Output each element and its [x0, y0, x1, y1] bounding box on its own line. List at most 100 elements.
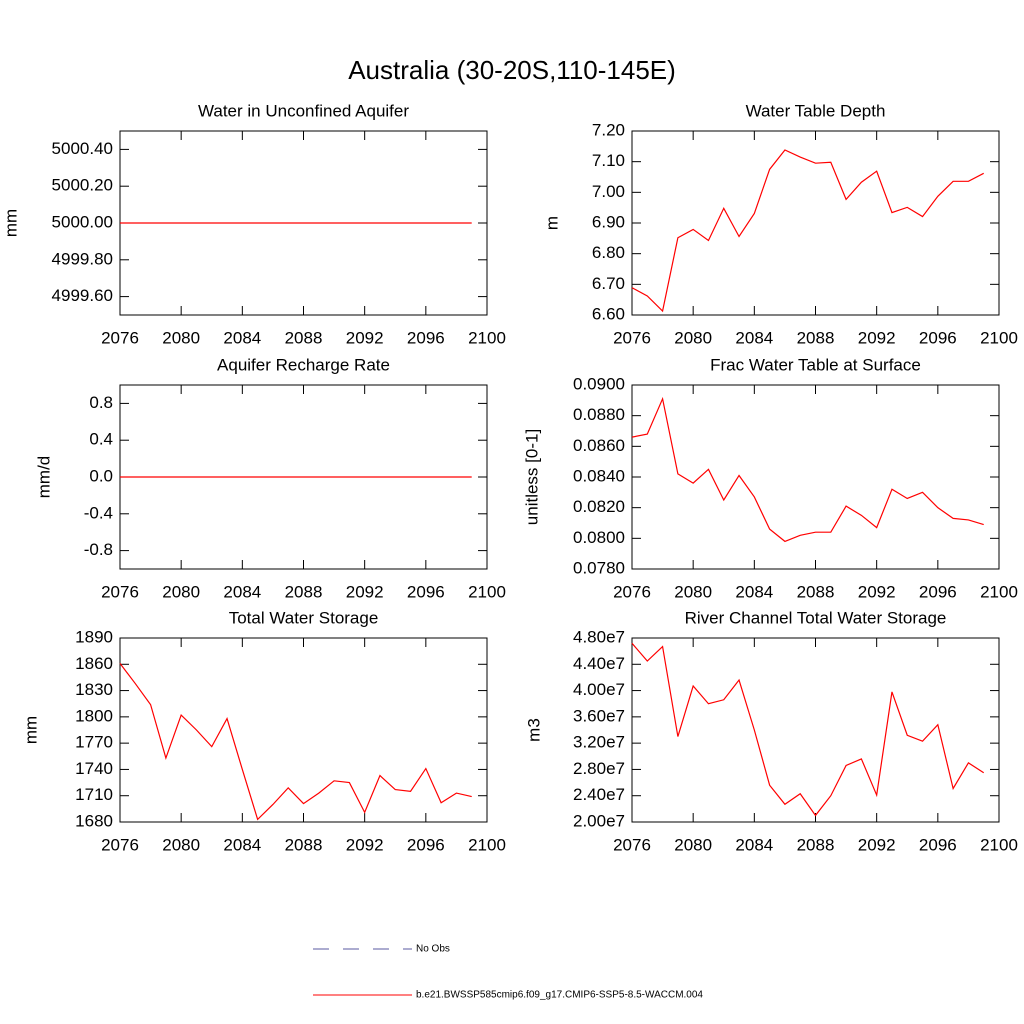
y-tick-label: 7.20 — [592, 120, 625, 139]
x-tick-label: 2092 — [346, 835, 384, 854]
y-tick-label: 3.60e7 — [573, 706, 625, 725]
y-tick-label: 6.80 — [592, 243, 625, 262]
y-tick-label: 5000.00 — [52, 212, 113, 231]
x-tick-label: 2092 — [858, 328, 896, 347]
y-tick-label: -0.4 — [84, 503, 113, 522]
y-axis-label: mm/d — [34, 456, 53, 499]
x-tick-label: 2096 — [407, 582, 445, 601]
y-tick-label: 0.0860 — [573, 436, 625, 455]
y-tick-label: 1830 — [75, 680, 113, 699]
x-tick-label: 2088 — [797, 582, 835, 601]
data-line — [119, 663, 472, 821]
x-tick-label: 2096 — [919, 835, 957, 854]
x-tick-label: 2088 — [797, 328, 835, 347]
x-tick-label: 2096 — [407, 328, 445, 347]
x-tick-label: 2084 — [223, 328, 261, 347]
x-tick-label: 2084 — [735, 328, 773, 347]
y-tick-label: 1890 — [75, 627, 113, 646]
y-axis-label: mm — [21, 716, 40, 744]
x-tick-label: 2088 — [797, 835, 835, 854]
x-tick-label: 2092 — [346, 328, 384, 347]
y-tick-label: 7.00 — [592, 182, 625, 201]
x-tick-label: 2084 — [735, 582, 773, 601]
panel-title: Total Water Storage — [229, 608, 379, 627]
panel-title: Aquifer Recharge Rate — [217, 355, 390, 374]
y-tick-label: 4.40e7 — [573, 654, 625, 673]
x-tick-label: 2076 — [613, 582, 651, 601]
y-tick-label: 0.0880 — [573, 405, 625, 424]
x-tick-label: 2092 — [858, 582, 896, 601]
x-tick-label: 2100 — [468, 835, 506, 854]
y-tick-label: 1800 — [75, 706, 113, 725]
y-tick-label: 0.0 — [89, 466, 113, 485]
y-tick-label: 4999.60 — [52, 286, 113, 305]
y-tick-label: 2.80e7 — [573, 759, 625, 778]
y-tick-label: 1680 — [75, 811, 113, 830]
y-tick-label: 3.20e7 — [573, 733, 625, 752]
x-tick-label: 2076 — [101, 835, 139, 854]
x-tick-label: 2088 — [285, 328, 323, 347]
x-tick-label: 2080 — [162, 835, 200, 854]
y-tick-label: 1740 — [75, 759, 113, 778]
y-tick-label: 0.0800 — [573, 528, 625, 547]
x-tick-label: 2080 — [674, 582, 712, 601]
x-tick-label: 2088 — [285, 582, 323, 601]
y-axis-label: m — [542, 216, 561, 230]
figure-title: Australia (30-20S,110-145E) — [348, 55, 676, 85]
y-tick-label: 4.80e7 — [573, 627, 625, 646]
x-tick-label: 2092 — [858, 835, 896, 854]
x-tick-label: 2096 — [919, 582, 957, 601]
x-tick-label: 2084 — [223, 582, 261, 601]
panel-title: Frac Water Table at Surface — [710, 355, 921, 374]
x-tick-label: 2100 — [980, 328, 1018, 347]
x-tick-label: 2100 — [980, 582, 1018, 601]
data-line — [631, 149, 984, 313]
y-tick-label: 1770 — [75, 733, 113, 752]
x-tick-label: 2084 — [735, 835, 773, 854]
y-tick-label: 2.40e7 — [573, 785, 625, 804]
y-tick-label: 6.90 — [592, 212, 625, 231]
x-tick-label: 2076 — [613, 328, 651, 347]
data-line — [631, 396, 984, 543]
y-axis-label: mm — [1, 209, 20, 237]
y-tick-label: 0.0820 — [573, 497, 625, 516]
x-tick-label: 2076 — [101, 582, 139, 601]
x-tick-label: 2096 — [919, 328, 957, 347]
y-tick-label: 1860 — [75, 654, 113, 673]
x-tick-label: 2088 — [285, 835, 323, 854]
x-tick-label: 2100 — [980, 835, 1018, 854]
x-tick-label: 2100 — [468, 582, 506, 601]
x-tick-label: 2076 — [101, 328, 139, 347]
y-axis-label: m3 — [524, 718, 543, 742]
y-tick-label: 7.10 — [592, 151, 625, 170]
x-tick-label: 2080 — [674, 835, 712, 854]
y-tick-label: 2.00e7 — [573, 811, 625, 830]
data-line — [631, 642, 985, 817]
x-tick-label: 2100 — [468, 328, 506, 347]
x-tick-label: 2096 — [407, 835, 445, 854]
x-tick-label: 2080 — [674, 328, 712, 347]
x-tick-label: 2092 — [346, 582, 384, 601]
y-tick-label: -0.8 — [84, 540, 113, 559]
y-tick-label: 5000.40 — [52, 139, 113, 158]
y-tick-label: 0.8 — [89, 393, 113, 412]
x-tick-label: 2076 — [613, 835, 651, 854]
y-tick-label: 0.0780 — [573, 558, 625, 577]
y-axis-label: unitless [0-1] — [522, 429, 541, 525]
y-tick-label: 4.00e7 — [573, 680, 625, 699]
legend-label: b.e21.BWSSP585cmip6.f09_g17.CMIP6-SSP5-8… — [416, 990, 703, 1001]
y-tick-label: 4999.80 — [52, 249, 113, 268]
y-tick-label: 5000.20 — [52, 176, 113, 195]
y-tick-label: 6.60 — [592, 304, 625, 323]
panel-title: River Channel Total Water Storage — [685, 608, 947, 627]
y-tick-label: 0.4 — [89, 430, 113, 449]
x-tick-label: 2080 — [162, 582, 200, 601]
y-tick-label: 6.70 — [592, 274, 625, 293]
legend-label: No Obs — [416, 944, 450, 955]
y-tick-label: 0.0900 — [573, 374, 625, 393]
x-tick-label: 2084 — [223, 835, 261, 854]
panel-title: Water Table Depth — [746, 101, 886, 120]
panel-title: Water in Unconfined Aquifer — [198, 101, 409, 120]
